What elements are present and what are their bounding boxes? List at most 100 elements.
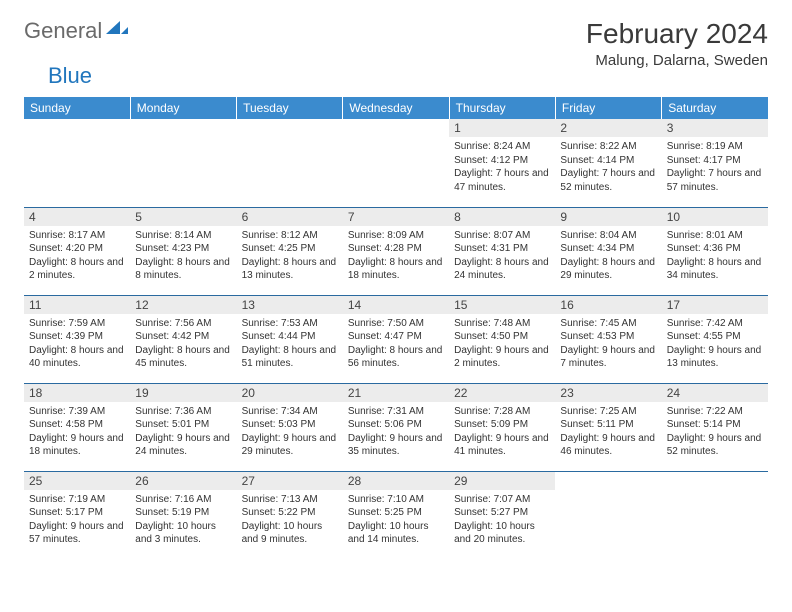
sunrise-text: Sunrise: 7:10 AM [348,493,444,507]
calendar-week-row: 4Sunrise: 8:17 AMSunset: 4:20 PMDaylight… [24,207,768,295]
daylight-text: Daylight: 10 hours and 3 minutes. [135,520,231,547]
calendar-table: SundayMondayTuesdayWednesdayThursdayFrid… [24,97,768,559]
day-details: Sunrise: 7:31 AMSunset: 5:06 PMDaylight:… [343,402,449,462]
weekday-header: Sunday [24,97,130,119]
brand-logo: General [24,18,130,44]
header: General February 2024 Malung, Dalarna, S… [24,18,768,69]
sunrise-text: Sunrise: 7:25 AM [560,405,656,419]
day-details: Sunrise: 8:19 AMSunset: 4:17 PMDaylight:… [662,137,768,197]
sunrise-text: Sunrise: 8:07 AM [454,229,550,243]
day-details: Sunrise: 7:45 AMSunset: 4:53 PMDaylight:… [555,314,661,374]
calendar-day-cell: 27Sunrise: 7:13 AMSunset: 5:22 PMDayligh… [237,471,343,559]
sunset-text: Sunset: 5:14 PM [667,418,763,432]
day-details: Sunrise: 7:22 AMSunset: 5:14 PMDaylight:… [662,402,768,462]
daylight-text: Daylight: 8 hours and 51 minutes. [242,344,338,371]
day-number: 8 [449,208,555,226]
sunset-text: Sunset: 4:44 PM [242,330,338,344]
day-details: Sunrise: 8:04 AMSunset: 4:34 PMDaylight:… [555,226,661,286]
daylight-text: Daylight: 8 hours and 29 minutes. [560,256,656,283]
sunrise-text: Sunrise: 7:13 AM [242,493,338,507]
calendar-week-row: 18Sunrise: 7:39 AMSunset: 4:58 PMDayligh… [24,383,768,471]
daylight-text: Daylight: 9 hours and 52 minutes. [667,432,763,459]
calendar-day-cell: 26Sunrise: 7:16 AMSunset: 5:19 PMDayligh… [130,471,236,559]
sunset-text: Sunset: 4:14 PM [560,154,656,168]
sunrise-text: Sunrise: 7:39 AM [29,405,125,419]
calendar-day-cell: 19Sunrise: 7:36 AMSunset: 5:01 PMDayligh… [130,383,236,471]
sunrise-text: Sunrise: 7:28 AM [454,405,550,419]
day-details: Sunrise: 7:59 AMSunset: 4:39 PMDaylight:… [24,314,130,374]
sunrise-text: Sunrise: 7:42 AM [667,317,763,331]
day-number: 11 [24,296,130,314]
sunset-text: Sunset: 5:19 PM [135,506,231,520]
calendar-empty-cell [662,471,768,559]
day-number: 17 [662,296,768,314]
day-number: 7 [343,208,449,226]
sunset-text: Sunset: 4:39 PM [29,330,125,344]
day-number: 23 [555,384,661,402]
sunrise-text: Sunrise: 7:56 AM [135,317,231,331]
daylight-text: Daylight: 10 hours and 20 minutes. [454,520,550,547]
sunrise-text: Sunrise: 8:12 AM [242,229,338,243]
day-details: Sunrise: 7:10 AMSunset: 5:25 PMDaylight:… [343,490,449,550]
calendar-empty-cell [555,471,661,559]
sunrise-text: Sunrise: 7:34 AM [242,405,338,419]
sunrise-text: Sunrise: 8:19 AM [667,140,763,154]
daylight-text: Daylight: 9 hours and 18 minutes. [29,432,125,459]
day-details: Sunrise: 7:07 AMSunset: 5:27 PMDaylight:… [449,490,555,550]
sunset-text: Sunset: 4:28 PM [348,242,444,256]
day-details: Sunrise: 8:14 AMSunset: 4:23 PMDaylight:… [130,226,236,286]
day-number: 22 [449,384,555,402]
day-details: Sunrise: 8:17 AMSunset: 4:20 PMDaylight:… [24,226,130,286]
sunset-text: Sunset: 4:20 PM [29,242,125,256]
daylight-text: Daylight: 8 hours and 8 minutes. [135,256,231,283]
calendar-week-row: 25Sunrise: 7:19 AMSunset: 5:17 PMDayligh… [24,471,768,559]
day-number: 29 [449,472,555,490]
day-number: 14 [343,296,449,314]
sunset-text: Sunset: 5:17 PM [29,506,125,520]
sunrise-text: Sunrise: 8:24 AM [454,140,550,154]
day-details: Sunrise: 8:09 AMSunset: 4:28 PMDaylight:… [343,226,449,286]
calendar-day-cell: 5Sunrise: 8:14 AMSunset: 4:23 PMDaylight… [130,207,236,295]
daylight-text: Daylight: 9 hours and 7 minutes. [560,344,656,371]
day-number: 3 [662,119,768,137]
sunset-text: Sunset: 4:42 PM [135,330,231,344]
sunrise-text: Sunrise: 7:31 AM [348,405,444,419]
sunrise-text: Sunrise: 8:09 AM [348,229,444,243]
day-details: Sunrise: 7:16 AMSunset: 5:19 PMDaylight:… [130,490,236,550]
calendar-day-cell: 17Sunrise: 7:42 AMSunset: 4:55 PMDayligh… [662,295,768,383]
sunset-text: Sunset: 4:53 PM [560,330,656,344]
calendar-day-cell: 29Sunrise: 7:07 AMSunset: 5:27 PMDayligh… [449,471,555,559]
calendar-day-cell: 1Sunrise: 8:24 AMSunset: 4:12 PMDaylight… [449,119,555,207]
day-details: Sunrise: 7:28 AMSunset: 5:09 PMDaylight:… [449,402,555,462]
daylight-text: Daylight: 10 hours and 14 minutes. [348,520,444,547]
calendar-day-cell: 7Sunrise: 8:09 AMSunset: 4:28 PMDaylight… [343,207,449,295]
sunrise-text: Sunrise: 7:48 AM [454,317,550,331]
calendar-empty-cell [237,119,343,207]
day-details: Sunrise: 8:07 AMSunset: 4:31 PMDaylight:… [449,226,555,286]
calendar-empty-cell [343,119,449,207]
calendar-day-cell: 8Sunrise: 8:07 AMSunset: 4:31 PMDaylight… [449,207,555,295]
daylight-text: Daylight: 9 hours and 57 minutes. [29,520,125,547]
sunset-text: Sunset: 4:31 PM [454,242,550,256]
daylight-text: Daylight: 9 hours and 2 minutes. [454,344,550,371]
sunset-text: Sunset: 5:01 PM [135,418,231,432]
day-number: 4 [24,208,130,226]
day-details: Sunrise: 7:42 AMSunset: 4:55 PMDaylight:… [662,314,768,374]
calendar-page: General February 2024 Malung, Dalarna, S… [0,0,792,577]
day-number: 6 [237,208,343,226]
brand-triangle-icon [106,18,128,34]
sunrise-text: Sunrise: 8:14 AM [135,229,231,243]
sunset-text: Sunset: 4:23 PM [135,242,231,256]
day-details: Sunrise: 7:36 AMSunset: 5:01 PMDaylight:… [130,402,236,462]
sunset-text: Sunset: 4:12 PM [454,154,550,168]
sunrise-text: Sunrise: 7:19 AM [29,493,125,507]
calendar-day-cell: 12Sunrise: 7:56 AMSunset: 4:42 PMDayligh… [130,295,236,383]
day-number: 20 [237,384,343,402]
weekday-header: Saturday [662,97,768,119]
weekday-header: Wednesday [343,97,449,119]
day-number: 26 [130,472,236,490]
calendar-day-cell: 10Sunrise: 8:01 AMSunset: 4:36 PMDayligh… [662,207,768,295]
weekday-header: Friday [555,97,661,119]
sunset-text: Sunset: 4:55 PM [667,330,763,344]
sunset-text: Sunset: 5:11 PM [560,418,656,432]
